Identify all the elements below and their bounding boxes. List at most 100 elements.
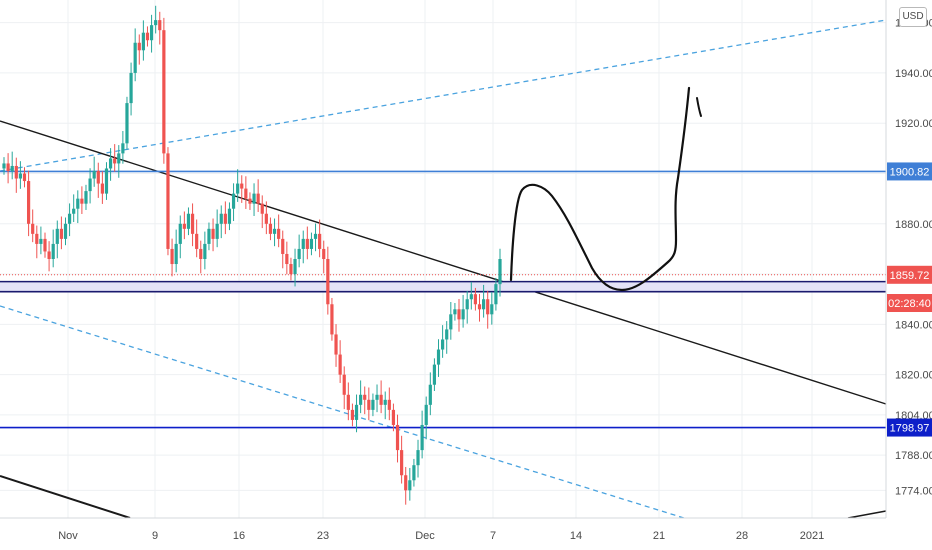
candle[interactable] [359,380,363,414]
candle[interactable] [174,229,178,273]
candle[interactable] [445,321,449,354]
candle[interactable] [490,291,494,325]
candle[interactable] [47,241,51,272]
candle[interactable] [215,209,219,248]
candle[interactable] [408,467,412,501]
candle[interactable] [236,169,240,202]
candle[interactable] [207,222,211,251]
candle[interactable] [453,303,457,321]
candle[interactable] [395,414,400,463]
candle[interactable] [162,17,166,164]
candle[interactable] [305,226,309,260]
candle[interactable] [231,183,236,222]
rising-trendline-fragment[interactable] [847,510,887,519]
candle[interactable] [260,195,264,229]
candle[interactable] [129,62,133,116]
candle[interactable] [145,26,150,47]
candle[interactable] [22,167,27,188]
candle[interactable] [432,358,437,392]
candle[interactable] [354,394,359,433]
candle[interactable] [334,324,338,367]
candle[interactable] [18,161,22,189]
candle[interactable] [154,5,158,34]
candle[interactable] [31,209,35,243]
candle[interactable] [63,217,68,246]
price-tag[interactable]: 1798.97 [887,418,932,437]
candle[interactable] [424,396,428,440]
candle[interactable] [498,248,502,297]
projection-path[interactable] [509,86,691,292]
candle[interactable] [84,184,88,210]
currency-button[interactable]: USD [899,7,927,27]
candle[interactable] [76,190,80,224]
candle[interactable] [100,171,104,204]
candle[interactable] [96,162,100,198]
candle[interactable] [313,223,318,252]
candle[interactable] [350,403,355,427]
candle[interactable] [375,384,379,413]
candle[interactable] [51,229,55,268]
candle[interactable] [342,366,346,410]
candle[interactable] [367,387,371,421]
candle[interactable] [43,232,47,258]
candle[interactable] [125,96,129,150]
candle[interactable] [322,240,326,274]
price-tag[interactable]: 1900.82 [887,162,932,181]
candle[interactable] [330,297,334,341]
candle[interactable] [141,20,145,61]
candle[interactable] [318,219,322,258]
candle[interactable] [436,339,441,377]
candle[interactable] [203,231,207,270]
candle[interactable] [35,225,39,259]
candle[interactable] [412,458,416,487]
candle[interactable] [297,234,301,268]
lower-trendline[interactable] [0,475,131,519]
candle[interactable] [441,325,445,358]
candle[interactable] [428,372,432,416]
candle[interactable] [166,147,170,256]
candle[interactable] [309,232,314,256]
candle[interactable] [117,145,121,178]
candle[interactable] [277,214,281,248]
candle[interactable] [10,151,14,180]
candle[interactable] [149,14,154,53]
candle[interactable] [190,203,195,247]
candle[interactable] [469,281,473,310]
candle[interactable] [252,183,256,217]
candle[interactable] [256,179,260,212]
candle[interactable] [67,203,72,237]
candle[interactable] [199,240,203,274]
candle[interactable] [104,162,109,200]
candle[interactable] [391,403,396,432]
candle[interactable] [494,277,498,311]
candle[interactable] [6,153,10,184]
candle[interactable] [289,257,293,281]
candle[interactable] [113,144,117,172]
candle[interactable] [108,148,113,181]
candle[interactable] [121,131,125,164]
candle[interactable] [477,293,482,322]
candle[interactable] [137,34,141,65]
candle[interactable] [379,380,383,414]
candle[interactable] [338,340,342,383]
candle[interactable] [371,393,375,417]
candle[interactable] [14,157,18,193]
time-axis-background[interactable] [0,518,932,550]
candle[interactable] [170,238,174,277]
candle[interactable] [293,248,297,287]
candle[interactable] [272,218,277,247]
candle[interactable] [88,168,92,204]
descending-trendline[interactable] [0,120,887,405]
candle[interactable] [326,246,330,315]
candle[interactable] [465,290,469,324]
candle[interactable] [55,220,59,259]
candle[interactable] [268,217,273,241]
candle[interactable] [346,382,350,421]
candle[interactable] [486,290,490,329]
candle[interactable] [461,294,465,328]
candle[interactable] [186,207,191,236]
channel-lower-dashed[interactable] [0,305,685,519]
candle[interactable] [473,287,478,311]
candle[interactable] [301,230,305,264]
